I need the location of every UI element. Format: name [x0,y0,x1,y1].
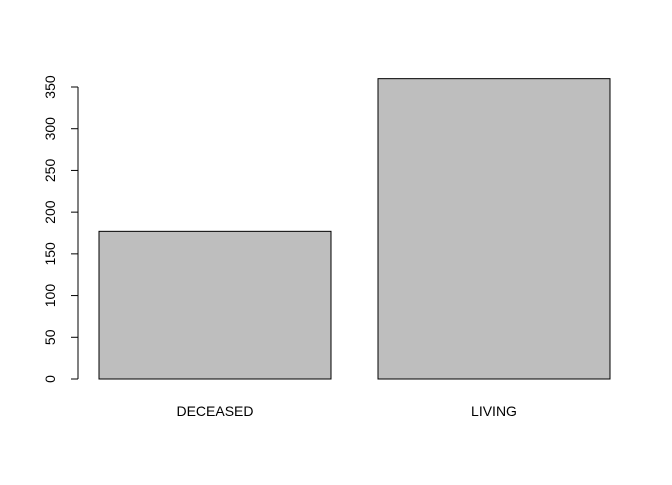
y-tick-label: 0 [42,375,58,383]
bar-living [377,78,611,380]
y-tick-label: 100 [42,284,58,308]
y-tick-label: 350 [42,75,58,99]
x-tick-label-living: LIVING [471,403,517,419]
y-axis: 0 50 100 150 200 250 300 350 [42,75,79,383]
y-tick-label: 200 [42,200,58,224]
bars-layer [98,78,611,380]
y-tick-label: 150 [42,242,58,266]
x-axis-labels: DECEASED LIVING [176,403,516,419]
y-tick-label: 300 [42,117,58,141]
bar-deceased [98,230,332,380]
x-tick-label-deceased: DECEASED [176,403,253,419]
y-tick-label: 50 [42,329,58,345]
y-tick-label: 250 [42,159,58,183]
